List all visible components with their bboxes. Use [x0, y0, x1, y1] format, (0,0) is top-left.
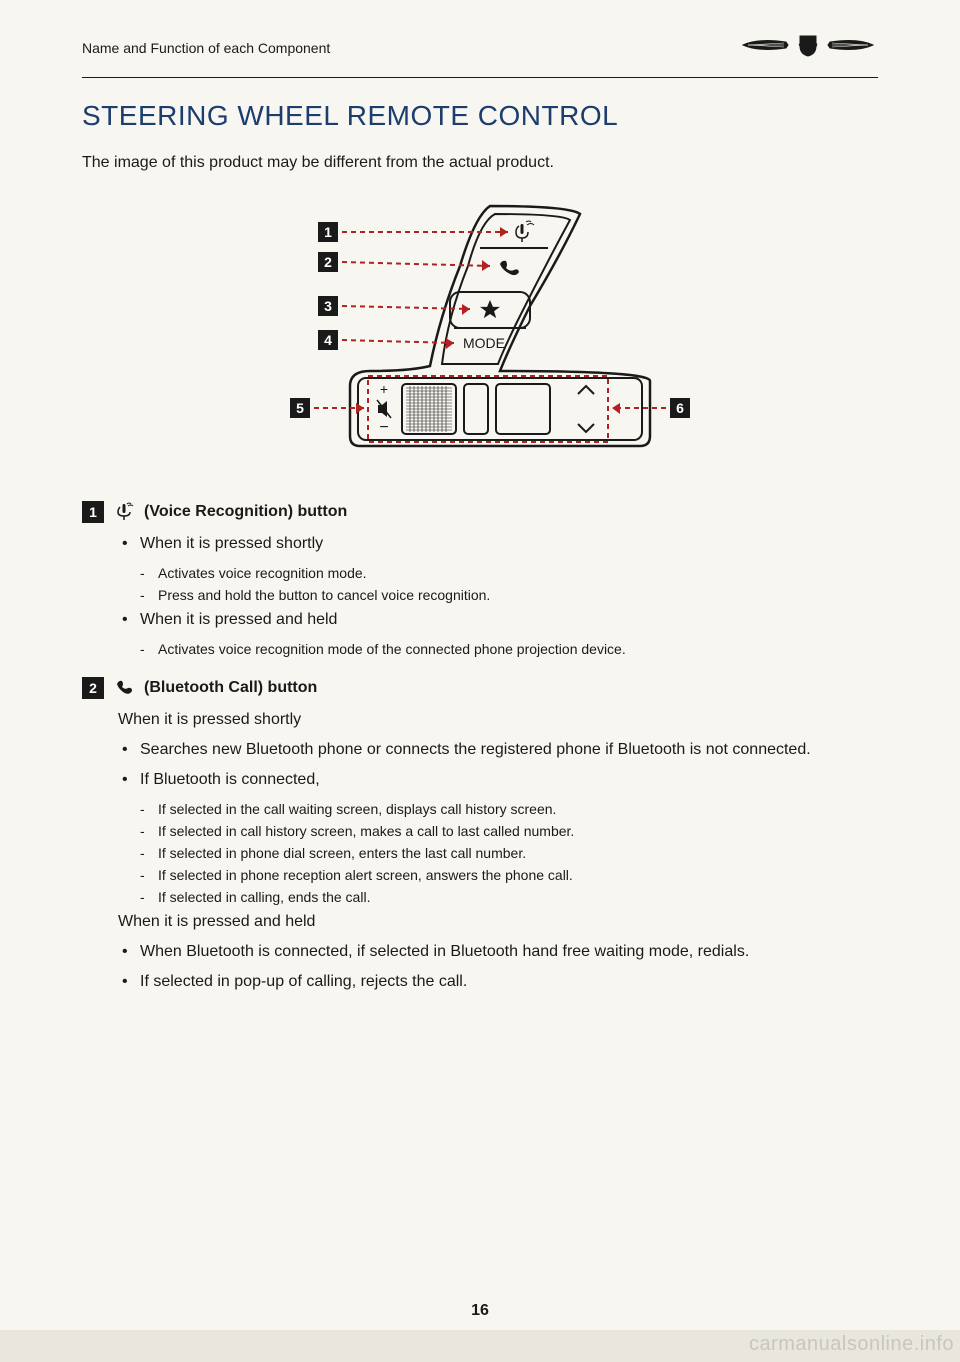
list-item: When Bluetooth is connected, if selected…: [118, 943, 878, 961]
dash-list: Activates voice recognition mode of the …: [140, 641, 878, 657]
list-item: When it is pressed shortly: [118, 535, 878, 553]
page-number: 16: [471, 1302, 489, 1320]
page-title: STEERING WHEEL REMOTE CONTROL: [82, 100, 878, 132]
svg-text:1: 1: [324, 224, 332, 240]
section-title: (Bluetooth Call) button: [144, 679, 317, 697]
bullet-list: When Bluetooth is connected, if selected…: [118, 943, 878, 991]
section-voice-recognition: 1 (Voice Recognition) button When it is …: [82, 501, 878, 657]
svg-text:5: 5: [296, 400, 304, 416]
section-number-box: 2: [82, 677, 104, 699]
steering-wheel-diagram: MODE + −: [82, 196, 878, 471]
list-item: Activates voice recognition mode of the …: [140, 641, 878, 657]
section-heading: 2 (Bluetooth Call) button: [82, 677, 878, 699]
svg-text:+: +: [380, 381, 388, 397]
bullet-list: Searches new Bluetooth phone or connects…: [118, 741, 878, 789]
list-item: If selected in phone reception alert scr…: [140, 867, 878, 883]
list-item: If selected in calling, ends the call.: [140, 889, 878, 905]
svg-text:GENESIS: GENESIS: [799, 42, 817, 47]
chapter-title: Name and Function of each Component: [82, 40, 330, 56]
section-heading: 1 (Voice Recognition) button: [82, 501, 878, 523]
dash-list: If selected in the call waiting screen, …: [140, 801, 878, 905]
bullet-list: When it is pressed shortly: [118, 535, 878, 553]
list-item: If selected in the call waiting screen, …: [140, 801, 878, 817]
watermark-text: carmanualsonline.info: [749, 1333, 954, 1356]
page-header: Name and Function of each Component GENE…: [82, 32, 878, 78]
mode-label: MODE: [463, 335, 505, 351]
svg-text:2: 2: [324, 254, 332, 270]
list-item: If selected in phone dial screen, enters…: [140, 845, 878, 861]
subheading: When it is pressed shortly: [118, 711, 878, 729]
genesis-logo-icon: GENESIS: [738, 32, 878, 63]
list-item: When it is pressed and held: [118, 611, 878, 629]
dash-list: Activates voice recognition mode. Press …: [140, 565, 878, 603]
voice-recognition-icon: [114, 502, 134, 522]
section-title: (Voice Recognition) button: [144, 503, 347, 521]
bullet-list: When it is pressed and held: [118, 611, 878, 629]
list-item: If Bluetooth is connected,: [118, 771, 878, 789]
subheading: When it is pressed and held: [118, 913, 878, 931]
list-item: Press and hold the button to cancel voic…: [140, 587, 878, 603]
phone-icon: [114, 678, 134, 698]
svg-text:6: 6: [676, 400, 684, 416]
list-item: Activates voice recognition mode.: [140, 565, 878, 581]
section-number-box: 1: [82, 501, 104, 523]
svg-text:3: 3: [324, 298, 332, 314]
list-item: If selected in call history screen, make…: [140, 823, 878, 839]
list-item: Searches new Bluetooth phone or connects…: [118, 741, 878, 759]
svg-text:4: 4: [324, 332, 332, 348]
list-item: If selected in pop-up of calling, reject…: [118, 973, 878, 991]
intro-text: The image of this product may be differe…: [82, 154, 878, 172]
svg-text:−: −: [379, 419, 388, 436]
section-bluetooth-call: 2 (Bluetooth Call) button When it is pre…: [82, 677, 878, 991]
